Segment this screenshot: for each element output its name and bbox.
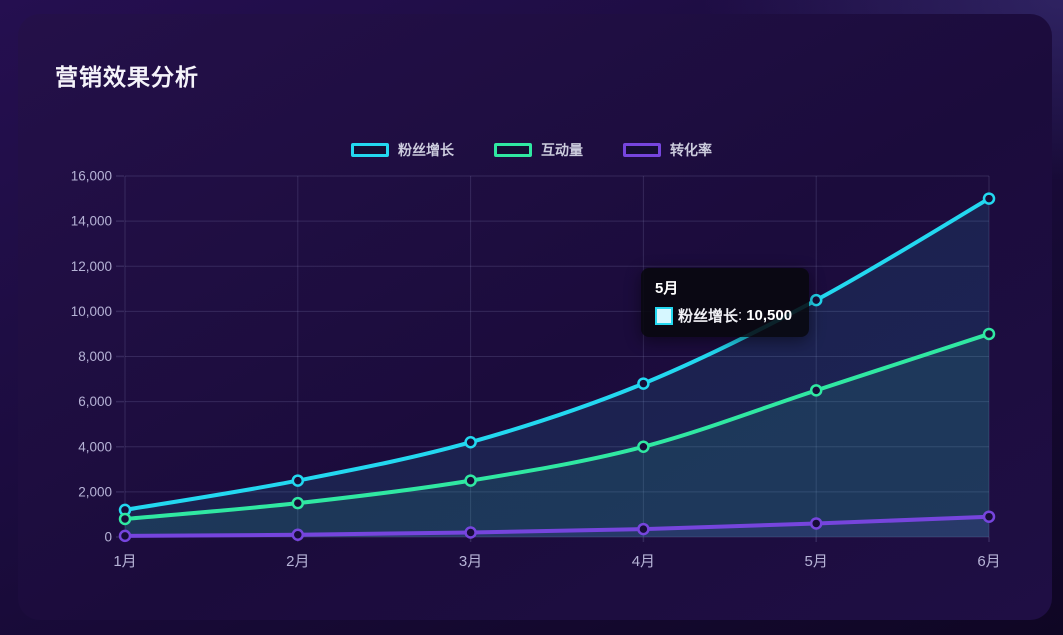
series-area-1 [125, 333, 989, 537]
legend-label-interactions: 互动量 [541, 142, 583, 158]
series-lines [123, 196, 991, 538]
x-axis-labels: 1月 2月 3月 4月 5月 6月 [113, 553, 1000, 570]
chart-panel [18, 14, 1052, 620]
svg-text:1月: 1月 [113, 553, 136, 570]
y-axis-labels: 0 2,000 4,000 6,000 8,000 10,000 12,000 14,000 1… [71, 169, 112, 545]
conversion-series-marker-icon [623, 143, 661, 157]
data-point[interactable] [291, 528, 305, 541]
series-line-1 [123, 331, 991, 521]
data-point[interactable] [118, 512, 132, 526]
series-line-0 [123, 196, 991, 512]
tooltip: 5月 粉丝增长 : 10,500 [641, 268, 809, 337]
svg-text:3月: 3月 [459, 553, 482, 570]
data-point[interactable] [637, 440, 650, 453]
data-point[interactable] [982, 327, 996, 341]
series-points [118, 192, 996, 543]
svg-text:5月: 5月 [805, 553, 828, 570]
data-point[interactable] [291, 474, 305, 487]
legend-label-conversion: 转化率 [670, 142, 712, 158]
data-point[interactable] [809, 517, 823, 530]
tooltip-separator: : [738, 307, 743, 324]
tooltip-value: 10,500 [746, 307, 793, 324]
series-area-0 [125, 198, 989, 537]
series-line-2 [123, 514, 991, 538]
svg-text:2,000: 2,000 [78, 484, 112, 499]
svg-text:0: 0 [104, 530, 112, 545]
data-point[interactable] [637, 377, 650, 390]
tooltip-row: 粉丝增长 : 10,500 [655, 305, 795, 326]
tooltip-series-marker-icon [655, 306, 673, 325]
svg-text:14,000: 14,000 [71, 214, 112, 229]
fans-series-marker-icon [351, 143, 389, 157]
svg-text:6月: 6月 [977, 553, 1000, 570]
svg-text:12,000: 12,000 [71, 259, 112, 274]
page-title: 营销效果分析 [55, 64, 199, 90]
data-point[interactable] [118, 529, 132, 543]
data-point[interactable] [809, 293, 823, 307]
data-point[interactable] [464, 435, 477, 449]
data-point[interactable] [809, 384, 823, 397]
data-point[interactable] [464, 526, 477, 539]
legend-item-interactions[interactable]: 互动量 [494, 140, 583, 160]
data-point[interactable] [982, 192, 996, 205]
legend-item-conversion[interactable]: 转化率 [623, 140, 712, 160]
series-areas [125, 198, 989, 537]
svg-text:16,000: 16,000 [71, 169, 112, 184]
tooltip-series-label: 粉丝增长 [678, 308, 739, 325]
svg-text:6,000: 6,000 [78, 394, 112, 409]
series-area-2 [125, 516, 989, 537]
legend-item-fans[interactable]: 粉丝增长 [351, 140, 454, 160]
data-point[interactable] [291, 496, 305, 510]
data-point[interactable] [637, 522, 650, 536]
legend: 粉丝增长 互动量 转化率 [0, 140, 1063, 160]
svg-text:2月: 2月 [286, 553, 309, 570]
svg-text:10,000: 10,000 [71, 304, 112, 319]
data-point[interactable] [464, 474, 477, 487]
tooltip-title: 5月 [655, 280, 679, 297]
interactions-series-marker-icon [494, 143, 532, 157]
svg-text:4,000: 4,000 [78, 439, 112, 454]
svg-text:4月: 4月 [632, 553, 655, 570]
legend-label-fans: 粉丝增长 [398, 142, 454, 158]
svg-text:8,000: 8,000 [78, 349, 112, 364]
data-point[interactable] [982, 510, 996, 523]
